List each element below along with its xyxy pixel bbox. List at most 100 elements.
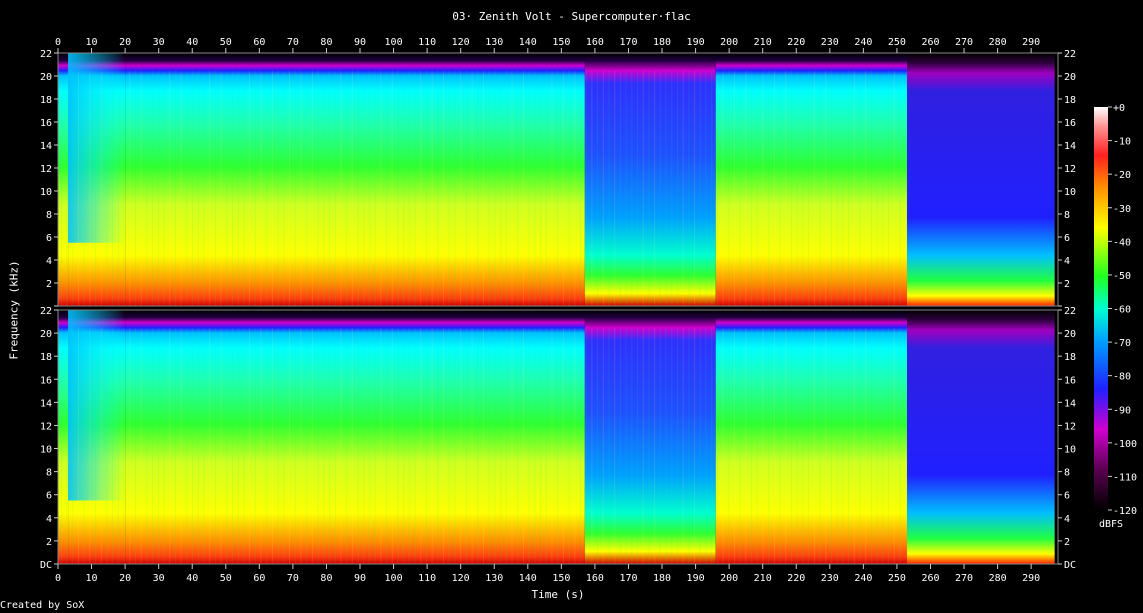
y-tick-label-left: 20	[40, 72, 52, 83]
x-tick-label-bottom: 250	[888, 573, 906, 584]
spectrogram-channel-2-segment-5	[715, 310, 907, 564]
x-tick-label-top: 130	[485, 37, 503, 48]
x-tick-label-top: 250	[888, 37, 906, 48]
y-axis-label: Frequency (kHz)	[7, 260, 21, 360]
x-tick-label-top: 40	[186, 37, 198, 48]
y-tick-label-right: 8	[1064, 210, 1070, 221]
x-tick-label-top: 110	[418, 37, 436, 48]
x-tick-label-top: 140	[519, 37, 537, 48]
y-tick-label-left: 6	[46, 233, 52, 244]
x-tick-label-bottom: 200	[720, 573, 738, 584]
y-tick-label-left: 12	[40, 421, 52, 432]
y-tick-label-right: 10	[1064, 445, 1076, 456]
y-tick-label-right: 22	[1064, 49, 1076, 60]
colorbar-tick-label: -10	[1113, 137, 1131, 148]
created-by-label: Created by SoX	[0, 600, 85, 611]
colorbar-label: dBFS	[1099, 519, 1124, 530]
x-tick-label-bottom: 130	[485, 573, 503, 584]
x-tick-label-top: 0	[55, 37, 61, 48]
y-tick-label-right: 4	[1064, 256, 1070, 267]
y-tick-label-left: 14	[40, 398, 52, 409]
x-tick-label-top: 210	[754, 37, 772, 48]
y-tick-label-right: 20	[1064, 329, 1076, 340]
x-tick-label-bottom: 80	[320, 573, 332, 584]
spectrogram-channel-2-segment-1	[58, 310, 69, 564]
y-tick-label-left: 8	[46, 210, 52, 221]
colorbar-tick-label: -80	[1113, 372, 1131, 383]
y-tick-label-right: 14	[1064, 398, 1076, 409]
y-tick-label-left: 12	[40, 164, 52, 175]
y-tick-label-left: 18	[40, 352, 52, 363]
x-tick-label-top: 200	[720, 37, 738, 48]
y-tick-label-right: 18	[1064, 352, 1076, 363]
x-tick-label-bottom: 160	[586, 573, 604, 584]
x-tick-label-bottom: 220	[787, 573, 805, 584]
fade-in-overlay	[68, 310, 126, 501]
y-tick-label-left: 22	[40, 49, 52, 60]
x-tick-label-bottom: 90	[354, 573, 366, 584]
y-tick-label-left: 4	[46, 256, 52, 267]
y-tick-label-right: 12	[1064, 421, 1076, 432]
x-tick-label-bottom: 140	[519, 573, 537, 584]
colorbar-tick-label: -100	[1113, 439, 1137, 450]
y-tick-label-right: 16	[1064, 375, 1076, 386]
x-tick-label-top: 150	[552, 37, 570, 48]
colorbar-tick-label: +0	[1113, 103, 1125, 114]
x-tick-label-bottom: 0	[55, 573, 61, 584]
x-tick-label-bottom: 10	[86, 573, 98, 584]
x-tick-label-top: 10	[86, 37, 98, 48]
x-tick-label-top: 120	[452, 37, 470, 48]
x-tick-label-bottom: 60	[253, 573, 265, 584]
x-tick-label-bottom: 170	[619, 573, 637, 584]
x-tick-label-bottom: 230	[821, 573, 839, 584]
y-tick-label-right: 20	[1064, 72, 1076, 83]
x-tick-label-top: 30	[153, 37, 165, 48]
x-tick-label-top: 180	[653, 37, 671, 48]
x-tick-label-bottom: 100	[385, 573, 403, 584]
y-tick-label-right: 14	[1064, 141, 1076, 152]
y-tick-label-right: 10	[1064, 187, 1076, 198]
x-tick-label-top: 280	[989, 37, 1007, 48]
x-tick-label-bottom: 180	[653, 573, 671, 584]
spectrogram-channel-1-segment-3	[125, 53, 585, 306]
spectrogram-channel-2-segment-3	[125, 310, 585, 564]
x-tick-label-top: 260	[921, 37, 939, 48]
y-tick-label-right: DC	[1064, 560, 1076, 571]
colorbar-tick-label: -50	[1113, 271, 1131, 282]
y-tick-label-left: 16	[40, 375, 52, 386]
y-tick-label-right: 12	[1064, 164, 1076, 175]
panel-border	[57, 52, 1059, 307]
y-tick-label-left: 16	[40, 118, 52, 129]
x-tick-label-top: 20	[119, 37, 131, 48]
x-tick-label-top: 270	[955, 37, 973, 48]
x-tick-label-bottom: 120	[452, 573, 470, 584]
y-tick-label-left: 20	[40, 329, 52, 340]
x-tick-label-bottom: 270	[955, 573, 973, 584]
y-tick-label-left: 8	[46, 468, 52, 479]
y-tick-label-right: 4	[1064, 514, 1070, 525]
x-tick-label-top: 80	[320, 37, 332, 48]
x-tick-label-bottom: 290	[1022, 573, 1040, 584]
x-tick-label-bottom: 280	[989, 573, 1007, 584]
x-tick-label-bottom: 20	[119, 573, 131, 584]
y-tick-label-right: 8	[1064, 468, 1070, 479]
colorbar-tick-label: -110	[1113, 472, 1137, 483]
y-tick-label-right: 22	[1064, 306, 1076, 317]
y-tick-label-left: 14	[40, 141, 52, 152]
chart-title: 03· Zenith Volt - Supercomputer·flac	[452, 10, 691, 23]
y-tick-label-right: 2	[1064, 279, 1070, 290]
x-tick-label-top: 290	[1022, 37, 1040, 48]
y-tick-label-right: 18	[1064, 95, 1076, 106]
x-tick-label-top: 170	[619, 37, 637, 48]
colorbar	[1094, 107, 1108, 510]
x-tick-label-top: 100	[385, 37, 403, 48]
colorbar-tick-label: -20	[1113, 170, 1131, 181]
y-tick-label-left: DC	[40, 560, 52, 571]
x-tick-label-top: 230	[821, 37, 839, 48]
x-tick-label-bottom: 30	[153, 573, 165, 584]
colorbar-tick-label: -120	[1113, 506, 1137, 517]
spectrogram-channel-1-segment-4	[584, 53, 716, 306]
y-tick-label-left: 4	[46, 514, 52, 525]
y-tick-label-left: 2	[46, 279, 52, 290]
